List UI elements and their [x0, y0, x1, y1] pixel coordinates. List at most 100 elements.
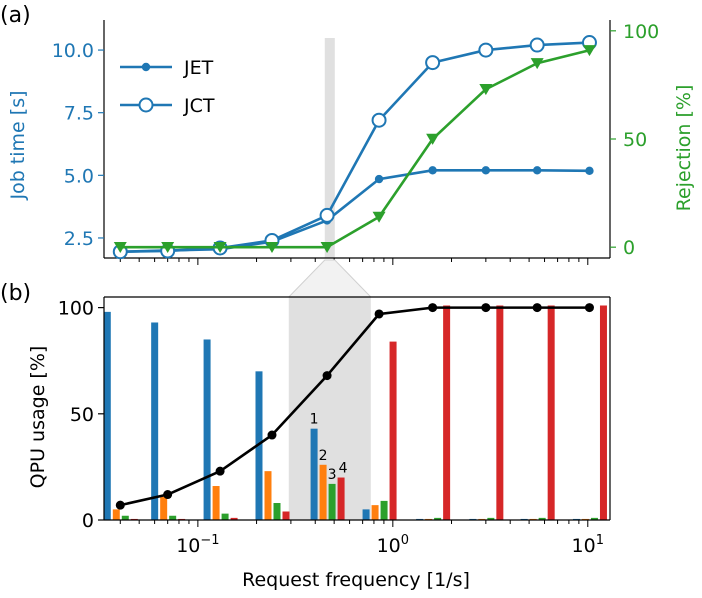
ytick-left-label: 10.0 — [52, 40, 94, 62]
marker-point — [319, 207, 335, 223]
marker-point — [371, 112, 387, 128]
marker-point — [374, 174, 384, 184]
marker-point — [532, 166, 542, 175]
xtick-label-exponent: −1 — [200, 533, 219, 548]
total-usage-point — [481, 303, 491, 313]
total-usage-point — [215, 466, 225, 476]
xtick-label-exponent: 1 — [596, 533, 604, 548]
marker-point — [426, 133, 440, 145]
series-rejection — [113, 45, 596, 254]
xtick-label-base: 10 — [176, 535, 200, 557]
total-usage-point — [428, 303, 438, 313]
marker-point — [478, 42, 494, 58]
bar-red — [547, 305, 555, 520]
bar-blue — [310, 428, 318, 520]
xtick-label: 100 — [377, 533, 409, 557]
bar-green — [121, 515, 129, 520]
total-usage-point — [267, 430, 277, 440]
marker-point — [582, 45, 596, 57]
panel-b-label: (b) — [0, 281, 31, 306]
marker-point — [113, 241, 127, 254]
marker-point — [479, 84, 493, 96]
panel-a-label: (a) — [0, 3, 31, 28]
legend-label: JCT — [183, 95, 215, 117]
bar-red — [337, 477, 345, 520]
series-line-rejection — [120, 49, 590, 249]
bar-blue — [151, 322, 159, 520]
marker-point — [530, 58, 544, 70]
bar-green — [538, 517, 546, 520]
marker-point — [428, 166, 437, 175]
marker-point — [320, 241, 334, 254]
legend-marker — [138, 97, 154, 113]
marker-point — [481, 166, 491, 175]
ytick-left-label: 5.0 — [64, 165, 94, 187]
xtick-label-base: 10 — [377, 535, 401, 557]
bar-green — [487, 517, 495, 520]
panel-a-highlight-band — [324, 38, 335, 258]
total-usage-point — [163, 490, 173, 500]
total-usage-point — [532, 303, 542, 313]
bar-red — [282, 511, 290, 520]
zoom-connector — [287, 259, 372, 298]
series-jct — [112, 35, 597, 260]
bar-green — [273, 503, 281, 520]
total-usage-point — [584, 303, 594, 313]
bar-annotation: 3 — [328, 467, 337, 483]
panel-a-axes: 2.5 5.0 7.5 10.0 0 50 100 — [52, 20, 659, 265]
panel-b-ylabel: QPU usage [%] — [27, 346, 49, 489]
total-usage-point — [374, 309, 384, 319]
bar-red — [599, 305, 607, 520]
zoom-connector-shape — [287, 259, 372, 298]
legend-label: JET — [183, 57, 214, 79]
bar-green — [590, 517, 598, 520]
xtick-label: 10−1 — [176, 533, 219, 557]
marker-point — [425, 55, 441, 71]
bar-orange — [112, 509, 120, 520]
ytick-right-label: 50 — [623, 129, 647, 151]
panel-b-highlight-band — [288, 297, 371, 520]
panel-b-xlabel: Request frequency [1/s] — [242, 569, 470, 591]
marker-point — [585, 166, 594, 176]
bar-orange — [371, 505, 379, 520]
marker-point — [161, 241, 175, 254]
bar-orange — [319, 464, 327, 520]
ytick-label: 0 — [82, 510, 94, 532]
bar-blue — [362, 509, 370, 520]
bar-green — [169, 515, 177, 520]
panel-b-bar-annotations: 1 23 4 — [310, 412, 348, 483]
series-line-jct — [120, 41, 590, 254]
ytick-right-label: 100 — [623, 21, 659, 43]
marker-point — [265, 241, 279, 254]
highlight-band-b — [288, 297, 371, 520]
bar-red — [389, 341, 397, 520]
panel-a: (a) 2.5 5.0 7.5 10.0 0 50 100 Job time [s] Rej… — [0, 3, 695, 265]
panel-a-ylabel-left: Job time [s] — [7, 90, 29, 200]
marker-point — [372, 211, 386, 223]
panel-b-total-line — [115, 303, 594, 510]
bar-annotation: 4 — [339, 461, 348, 477]
marker-point — [529, 37, 545, 53]
ytick-label: 50 — [70, 404, 94, 426]
bar-green — [434, 517, 442, 520]
bar-red — [443, 305, 451, 520]
bar-blue — [103, 311, 111, 520]
bar-green — [328, 483, 336, 520]
panel-a-legend: JET JCT — [120, 57, 215, 117]
series-jet — [116, 166, 594, 256]
total-usage-line — [120, 306, 590, 507]
bar-orange — [160, 496, 168, 520]
total-usage-point — [322, 371, 332, 381]
marker-point — [213, 241, 227, 254]
bar-blue — [203, 339, 211, 520]
highlight-band-a — [324, 38, 335, 258]
bar-annotation: 2 — [319, 448, 328, 464]
ytick-left-label: 2.5 — [64, 228, 94, 250]
bar-annotation: 1 — [310, 412, 319, 428]
bar-green — [221, 513, 229, 520]
xtick-label-base: 10 — [572, 535, 596, 557]
panel-a-series — [112, 35, 597, 260]
